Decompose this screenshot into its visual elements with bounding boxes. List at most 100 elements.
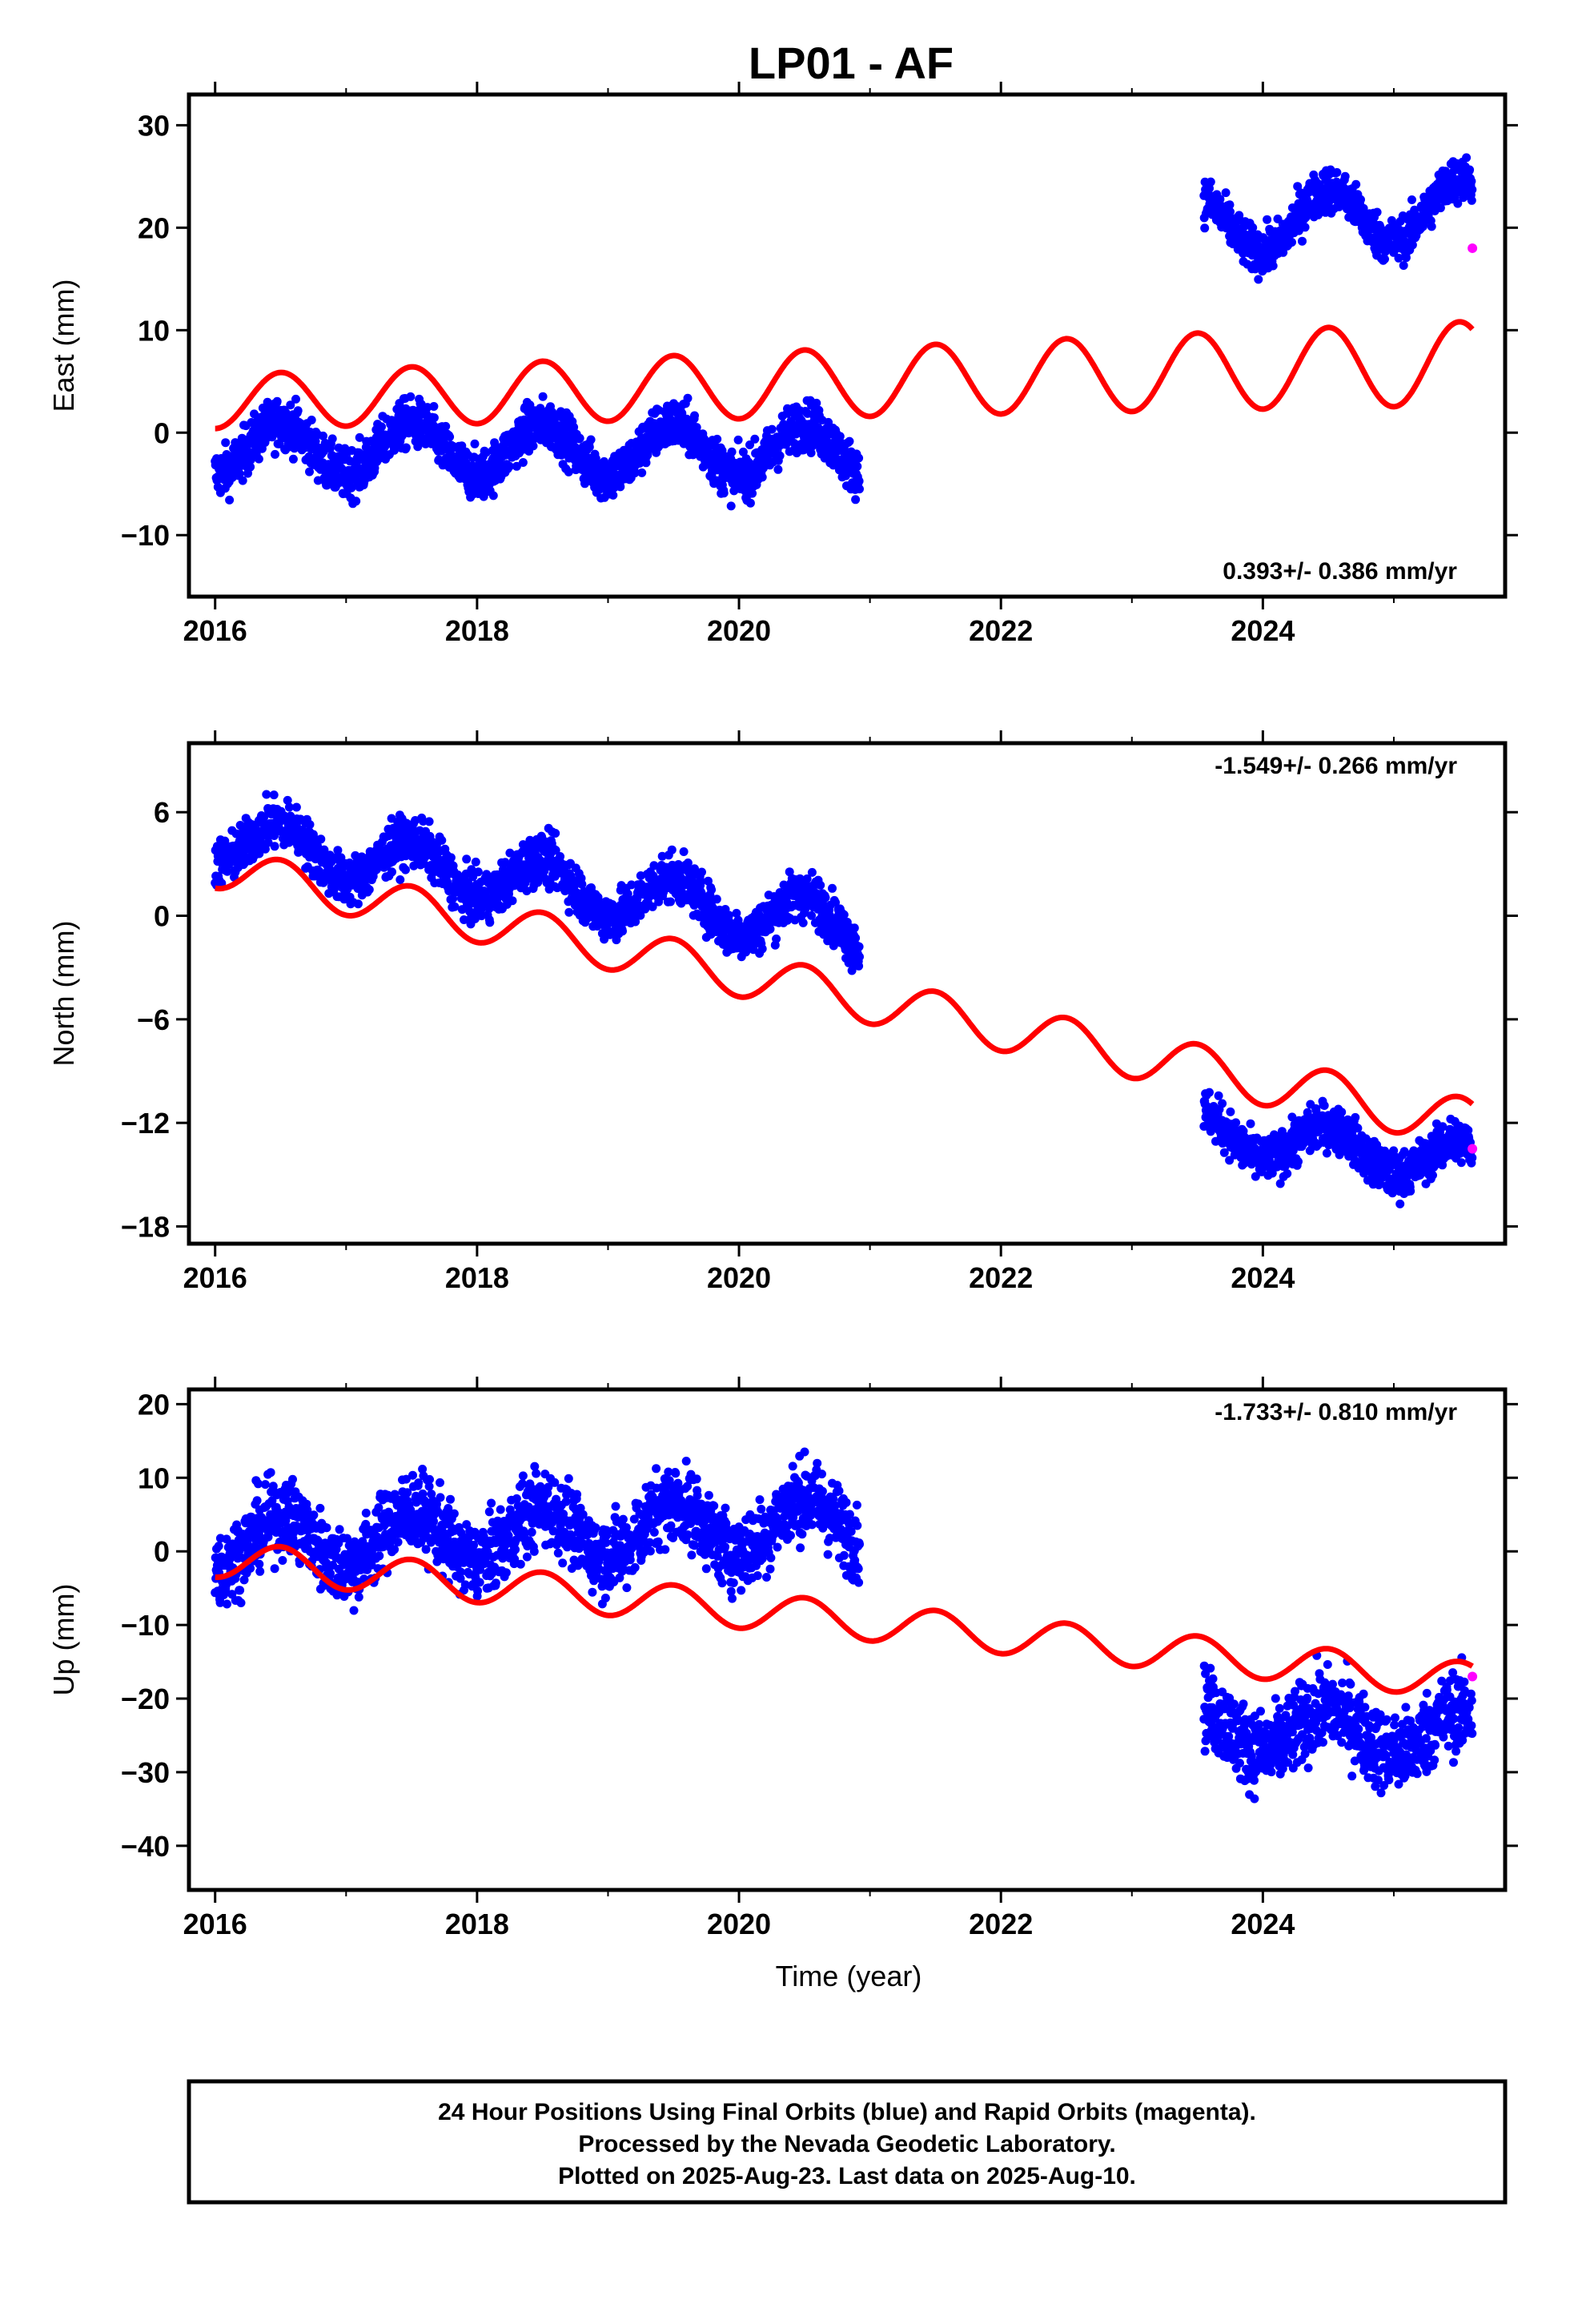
data-point bbox=[1372, 207, 1382, 217]
data-point bbox=[504, 461, 514, 471]
data-point bbox=[470, 439, 480, 448]
data-point bbox=[316, 834, 326, 844]
data-point bbox=[627, 880, 636, 890]
data-point bbox=[683, 393, 693, 403]
data-point bbox=[1205, 1088, 1214, 1097]
data-point bbox=[839, 910, 849, 919]
data-point bbox=[631, 917, 640, 927]
x-tick-label: 2020 bbox=[707, 614, 771, 647]
data-point bbox=[396, 875, 405, 884]
data-point bbox=[1340, 171, 1350, 181]
data-point bbox=[1275, 1179, 1285, 1188]
data-point bbox=[259, 813, 269, 822]
data-point bbox=[618, 927, 627, 936]
data-point bbox=[849, 923, 859, 933]
data-point bbox=[1453, 199, 1463, 208]
data-point bbox=[508, 896, 517, 906]
data-point bbox=[351, 497, 361, 506]
data-point bbox=[283, 795, 292, 805]
data-point bbox=[1401, 253, 1411, 263]
data-point bbox=[1300, 223, 1310, 232]
data-point bbox=[464, 878, 472, 887]
data-point bbox=[821, 893, 830, 903]
data-point bbox=[269, 790, 279, 800]
data-point bbox=[488, 491, 498, 501]
data-point bbox=[854, 453, 864, 463]
data-point bbox=[773, 464, 783, 474]
data-point bbox=[450, 902, 460, 911]
data-point bbox=[305, 467, 314, 476]
data-point bbox=[697, 867, 706, 877]
data-point bbox=[1305, 1146, 1315, 1156]
data-point bbox=[311, 436, 320, 446]
data-point bbox=[1226, 1107, 1235, 1116]
data-point bbox=[445, 432, 455, 441]
data-point bbox=[1231, 1118, 1241, 1128]
data-point bbox=[406, 392, 416, 401]
north-panel: 2016 2018 2020 2022 2024−18−12−606-1.549+/- … bbox=[47, 730, 1518, 1294]
data-point bbox=[738, 447, 748, 456]
data-point bbox=[1399, 261, 1408, 270]
data-point bbox=[757, 944, 767, 954]
x-tick-label: 2022 bbox=[969, 1261, 1033, 1294]
data-point bbox=[630, 468, 640, 478]
data-point bbox=[1246, 1119, 1255, 1128]
data-point bbox=[238, 476, 247, 485]
data-point bbox=[288, 454, 298, 464]
data-point bbox=[1254, 275, 1263, 284]
data-point bbox=[473, 867, 483, 877]
data-point bbox=[802, 874, 812, 883]
data-point bbox=[1407, 240, 1417, 250]
data-point bbox=[551, 846, 560, 855]
data-point bbox=[1322, 1148, 1331, 1158]
plot-frame bbox=[187, 92, 1508, 599]
data-point bbox=[1288, 1146, 1298, 1156]
data-point bbox=[608, 490, 618, 500]
data-point bbox=[1319, 1101, 1329, 1110]
data-point bbox=[1359, 203, 1368, 213]
data-point bbox=[745, 498, 755, 508]
data-point bbox=[429, 413, 439, 423]
data-point bbox=[637, 468, 647, 477]
data-point bbox=[446, 853, 456, 862]
y-tick-label: −18 bbox=[121, 1210, 170, 1243]
y-tick-label: −12 bbox=[121, 1107, 170, 1140]
data-point bbox=[586, 435, 596, 444]
data-point bbox=[1353, 1124, 1363, 1133]
data-point bbox=[1394, 253, 1403, 263]
data-point bbox=[564, 467, 573, 476]
data-point bbox=[1226, 207, 1235, 216]
data-point bbox=[340, 444, 350, 453]
data-point bbox=[1248, 223, 1258, 232]
data-point bbox=[225, 495, 235, 505]
data-point bbox=[437, 835, 447, 845]
data-point bbox=[260, 844, 270, 854]
data-point bbox=[353, 899, 363, 909]
data-point bbox=[377, 422, 386, 432]
data-point bbox=[424, 817, 434, 826]
data-point bbox=[1218, 1099, 1227, 1108]
data-point bbox=[429, 402, 439, 411]
data-point bbox=[845, 436, 854, 446]
x-tick-label: 2022 bbox=[969, 614, 1033, 647]
data-point bbox=[538, 392, 548, 401]
data-point bbox=[707, 885, 717, 895]
data-point bbox=[748, 489, 757, 498]
data-point bbox=[1351, 1112, 1360, 1122]
y-tick-label: 20 bbox=[138, 211, 170, 244]
rate-label: 0.393+/- 0.386 mm/yr bbox=[1223, 558, 1457, 585]
data-point bbox=[854, 961, 864, 971]
chart-title: LP01 - AF bbox=[749, 38, 954, 88]
data-point bbox=[855, 485, 864, 494]
data-point bbox=[221, 438, 231, 448]
data-point bbox=[732, 908, 741, 918]
data-point bbox=[1380, 255, 1389, 263]
data-point bbox=[220, 836, 230, 846]
data-point bbox=[500, 858, 510, 867]
data-point bbox=[577, 879, 587, 889]
data-point bbox=[307, 416, 316, 424]
data-point bbox=[347, 483, 356, 493]
data-point bbox=[525, 400, 535, 410]
data-point bbox=[1200, 223, 1210, 233]
data-point bbox=[648, 902, 657, 911]
